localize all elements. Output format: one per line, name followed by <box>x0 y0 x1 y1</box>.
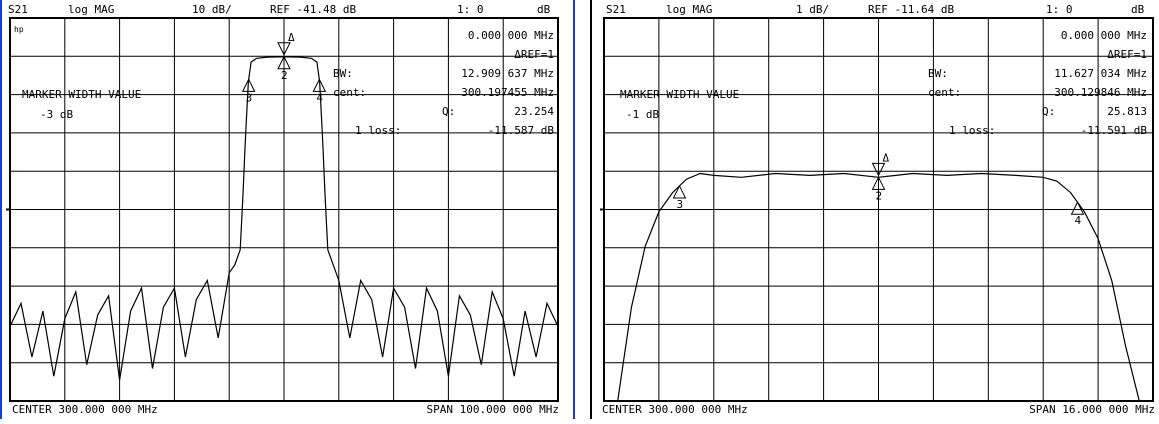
left-chart-svg: S21 log MAG 10 dB/ REF -41.48 dB 1: 0 dB… <box>6 3 559 416</box>
q-label: Q: <box>1042 105 1055 118</box>
marker-width-mode: MARKER WIDTH VALUE <box>620 88 739 101</box>
loss-label: 1 loss: <box>949 124 995 137</box>
q-value: 25.813 <box>1107 105 1147 118</box>
header-scale: 10 dB/ <box>192 3 232 16</box>
markers: Δ 2 3 4 <box>672 151 1085 227</box>
marker-delta <box>277 42 291 56</box>
header-channel: 1: 0 <box>457 3 484 16</box>
header-format: log MAG <box>666 3 712 16</box>
cent-label: cent: <box>928 86 961 99</box>
center-frequency: CENTER 300.000 000 MHz <box>602 403 748 416</box>
loss-value: -11.587 dB <box>488 124 555 137</box>
marker-2 <box>277 55 291 70</box>
header-param: S21 <box>8 3 28 16</box>
marker-2 <box>871 176 886 190</box>
marker-3 <box>241 78 256 92</box>
marker-label-3: 3 <box>246 91 253 104</box>
center-frequency: CENTER 300.000 000 MHz <box>12 403 158 416</box>
header-param: S21 <box>606 3 626 16</box>
header-unit: dB <box>1131 3 1145 16</box>
header-channel: 1: 0 <box>1046 3 1073 16</box>
header-format: log MAG <box>68 3 114 16</box>
markers: Δ 2 3 4 <box>241 31 327 104</box>
cent-label: cent: <box>333 86 366 99</box>
marker-4 <box>1070 201 1085 215</box>
marker-label-2: 2 <box>281 69 288 82</box>
left-analyzer-display: S21 log MAG 10 dB/ REF -41.48 dB 1: 0 dB… <box>0 0 575 419</box>
width-value: -3 dB <box>40 108 73 121</box>
bw-label: BW: <box>928 67 948 80</box>
cent-value: 300.197455 MHz <box>461 86 554 99</box>
delta-ref: ΔREF=1 <box>1107 48 1147 61</box>
q-label: Q: <box>442 105 455 118</box>
marker-width-mode: MARKER WIDTH VALUE <box>22 88 141 101</box>
marker-delta-label: Δ <box>288 31 295 44</box>
marker-label-4: 4 <box>1075 214 1082 227</box>
marker-label-3: 3 <box>676 198 683 211</box>
span-frequency: SPAN 100.000 000 MHz <box>427 403 559 416</box>
panel-divider <box>590 0 592 419</box>
right-analyzer-display: S21 log MAG 1 dB/ REF -11.64 dB 1: 0 dB … <box>598 0 1159 419</box>
marker-delta-label: Δ <box>883 151 890 164</box>
marker-label-4: 4 <box>316 91 323 104</box>
delta-frequency: 0.000 000 MHz <box>468 29 554 42</box>
bw-label: BW: <box>333 67 353 80</box>
marker-label-2: 2 <box>876 189 883 202</box>
header-scale: 1 dB/ <box>796 3 829 16</box>
hp-logo: hp <box>14 25 24 34</box>
trace <box>6 56 559 381</box>
header-ref: REF -11.64 dB <box>868 3 954 16</box>
marker-delta <box>871 162 886 177</box>
delta-frequency: 0.000 000 MHz <box>1061 29 1147 42</box>
width-value: -1 dB <box>626 108 659 121</box>
marker-4 <box>312 78 327 92</box>
header-ref: REF -41.48 dB <box>270 3 356 16</box>
q-value: 23.254 <box>514 105 554 118</box>
graticule <box>9 17 559 402</box>
right-chart-svg: S21 log MAG 1 dB/ REF -11.64 dB 1: 0 dB … <box>600 3 1155 416</box>
header-unit: dB <box>537 3 551 16</box>
loss-value: -11.591 dB <box>1081 124 1148 137</box>
marker-3 <box>672 184 687 199</box>
loss-label: 1 loss: <box>355 124 401 137</box>
span-frequency: SPAN 16.000 000 MHz <box>1029 403 1155 416</box>
bw-value: 12.909 637 MHz <box>461 67 554 80</box>
bw-value: 11.627 034 MHz <box>1054 67 1147 80</box>
cent-value: 300.129846 MHz <box>1054 86 1147 99</box>
delta-ref: ΔREF=1 <box>514 48 554 61</box>
